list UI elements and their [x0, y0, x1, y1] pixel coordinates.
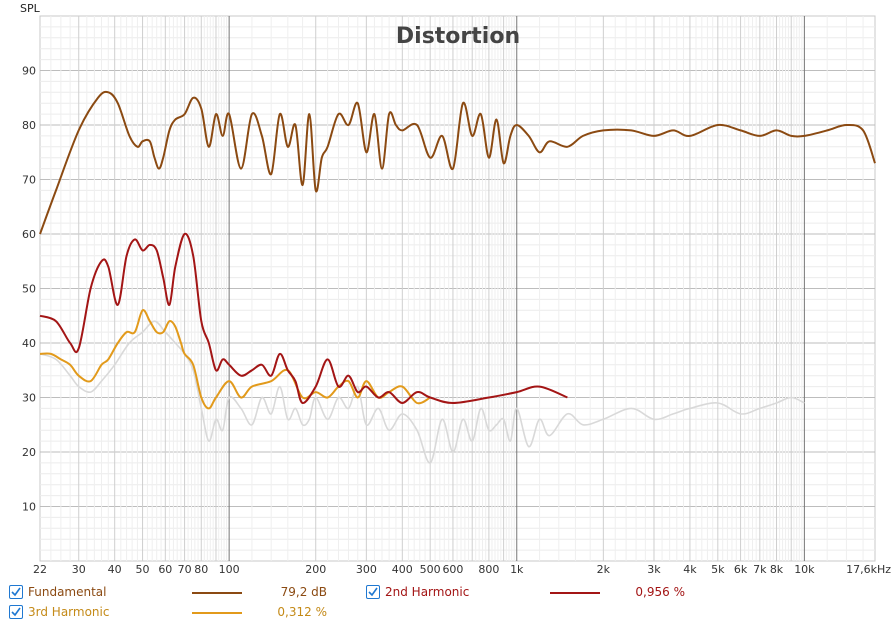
fundamental-checkbox[interactable]: [9, 585, 23, 599]
x-tick-label: 10k: [794, 563, 815, 576]
x-tick-label: 17,6kHz: [846, 563, 891, 576]
x-tick-label: 80: [194, 563, 208, 576]
x-tick-label: 60: [158, 563, 172, 576]
y-tick-label: 20: [22, 446, 36, 459]
thd-background-line: [39, 320, 805, 464]
x-tick-label: 22: [33, 563, 47, 576]
3rd-harmonic-checkbox[interactable]: [9, 605, 23, 619]
y-axis-label: SPL: [20, 2, 41, 15]
check-icon: [11, 587, 21, 597]
x-tick-label: 8k: [770, 563, 784, 576]
fundamental-swatch: [192, 592, 242, 594]
y-tick-label: 50: [22, 283, 36, 296]
y-tick-label: 30: [22, 392, 36, 405]
2nd-harmonic-label: 2nd Harmonic: [385, 585, 470, 599]
y-tick-label: 40: [22, 337, 36, 350]
x-tick-label: 70: [178, 563, 192, 576]
x-tick-label: 800: [478, 563, 499, 576]
3rd-harmonic-value: 0,312 %: [277, 605, 327, 619]
x-tick-label: 7k: [753, 563, 767, 576]
2nd-harmonic-checkbox[interactable]: [366, 585, 380, 599]
3rd-harmonic-line: [39, 309, 431, 410]
y-tick-label: 70: [22, 174, 36, 187]
x-tick-label: 400: [392, 563, 413, 576]
x-tick-label: 600: [442, 563, 463, 576]
fundamental-value: 79,2 dB: [280, 585, 327, 599]
check-icon: [368, 587, 378, 597]
y-tick-label: 90: [22, 65, 36, 78]
x-tick-label: 30: [72, 563, 86, 576]
x-tick-label: 300: [356, 563, 377, 576]
x-tick-label: 6k: [734, 563, 748, 576]
x-tick-label: 100: [219, 563, 240, 576]
fundamental-line: [39, 90, 876, 235]
3rd-harmonic-label: 3rd Harmonic: [28, 605, 110, 619]
x-tick-label: 1k: [510, 563, 524, 576]
x-tick-label: 5k: [711, 563, 725, 576]
x-tick-label: 2k: [597, 563, 611, 576]
2nd-harmonic-value: 0,956 %: [635, 585, 685, 599]
x-tick-label: 50: [136, 563, 150, 576]
chart-grid: [39, 15, 876, 562]
2nd-harmonic-line: [39, 232, 568, 404]
x-tick-label: 4k: [683, 563, 697, 576]
x-tick-label: 3k: [647, 563, 661, 576]
y-tick-label: 10: [22, 501, 36, 514]
2nd-harmonic-swatch: [550, 592, 600, 594]
check-icon: [11, 607, 21, 617]
x-tick-label: 500: [420, 563, 441, 576]
x-tick-label: 200: [305, 563, 326, 576]
x-tick-label: 40: [108, 563, 122, 576]
chart-series: [39, 90, 876, 464]
y-tick-label: 80: [22, 119, 36, 132]
chart-title: Distortion: [396, 24, 520, 49]
y-tick-label: 60: [22, 228, 36, 241]
3rd-harmonic-swatch: [192, 612, 242, 614]
fundamental-label: Fundamental: [28, 585, 107, 599]
